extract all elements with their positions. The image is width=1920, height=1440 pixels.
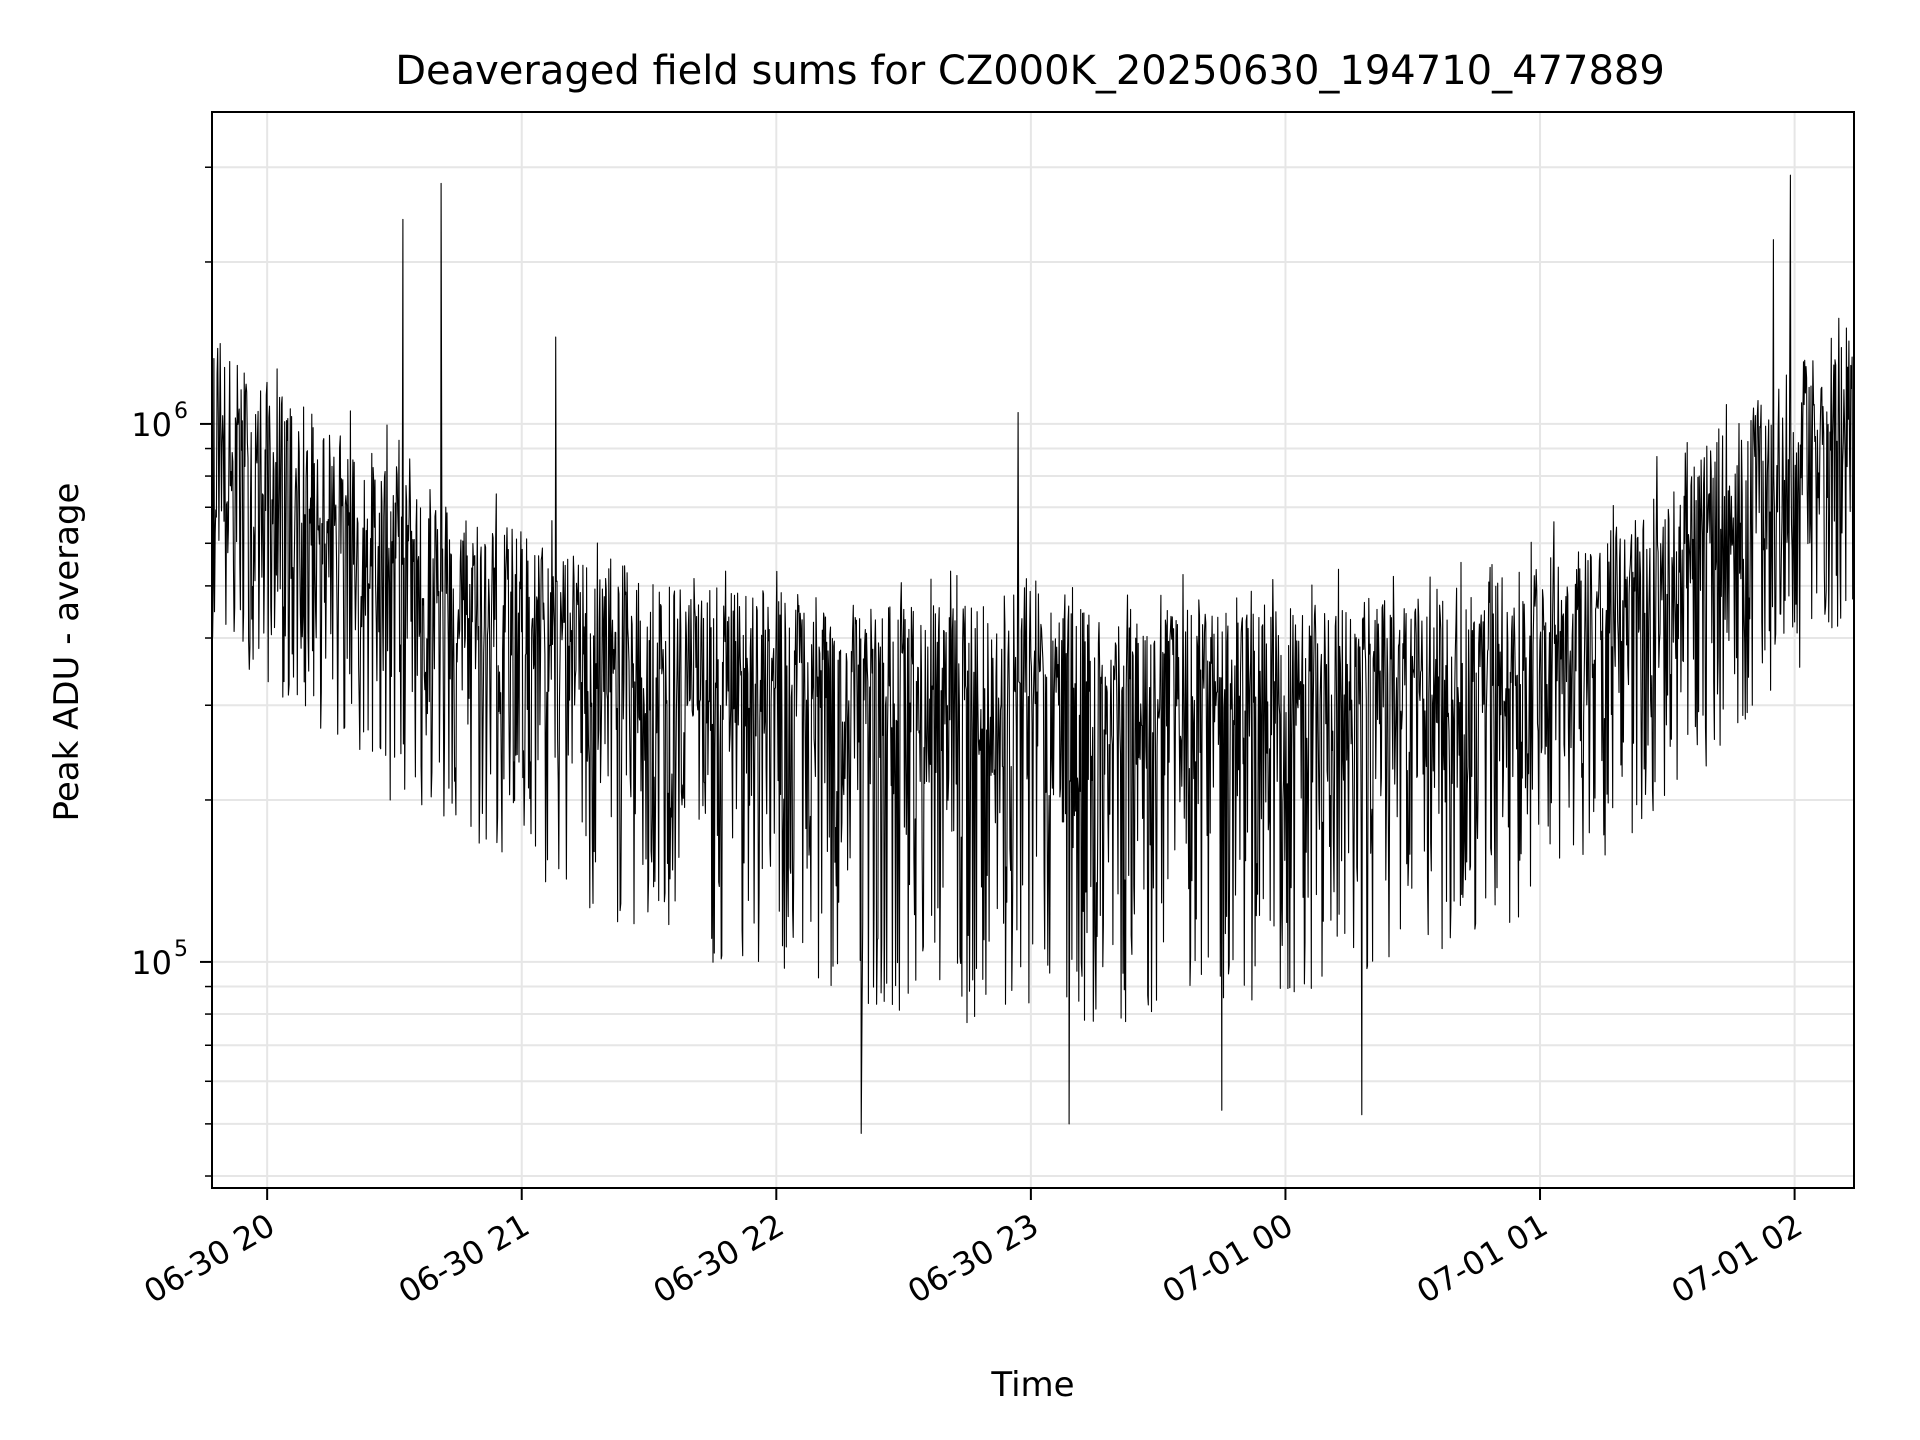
x-axis-ticks: 06-30 20 06-30 21 06-30 22 06-30 23 07-01 00…	[138, 1188, 1809, 1311]
x-tick-label: 07-01 01	[1410, 1206, 1554, 1311]
x-tick-label: 06-30 22	[647, 1206, 791, 1311]
x-tick-label: 06-30 20	[138, 1206, 282, 1311]
x-tick-label: 07-01 02	[1665, 1206, 1809, 1311]
y-tick-label: 10	[131, 944, 172, 982]
y-tick-exponent: 6	[174, 399, 188, 424]
grid-lines	[212, 112, 1854, 1188]
y-tick-label: 10	[131, 406, 172, 444]
series-line	[211, 174, 1855, 1134]
data-series	[211, 174, 1855, 1134]
plot-area-frame	[211, 111, 1855, 1189]
y-tick-exponent: 5	[174, 937, 188, 962]
x-tick-label: 07-01 00	[1156, 1206, 1300, 1311]
chart-title: Deaveraged field sums for CZ000K_2025063…	[395, 48, 1665, 94]
x-tick-label: 06-30 23	[901, 1206, 1045, 1311]
x-tick-label: 06-30 21	[392, 1206, 536, 1311]
x-axis-label: Time	[990, 1365, 1074, 1405]
y-axis-label: Peak ADU - average	[47, 483, 87, 822]
